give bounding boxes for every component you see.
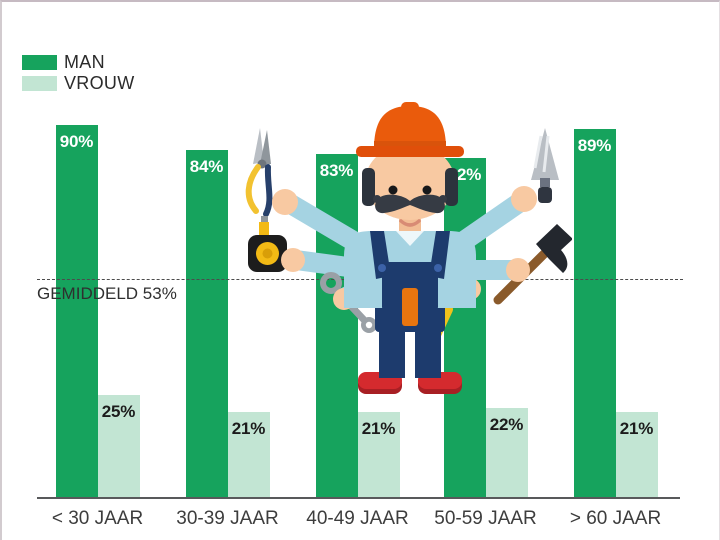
bar-value-label: 21% xyxy=(231,419,266,438)
legend-item-vrouw: VROUW xyxy=(22,73,135,93)
legend-item-man: MAN xyxy=(22,52,135,72)
average-line-label: GEMIDDELD 53% xyxy=(37,284,177,303)
legend: MAN VROUW xyxy=(22,52,135,94)
tape-measure-icon xyxy=(248,216,287,272)
x-axis-label-group3: 40-49 JAAR xyxy=(306,508,409,529)
bar-value-label: 82% xyxy=(447,165,482,184)
handyman-illustration xyxy=(245,102,572,394)
hands xyxy=(272,186,537,310)
bar-vrouw-group5: 21% xyxy=(615,412,658,499)
bar-vrouw-group1: 25% xyxy=(97,395,140,499)
legend-label-vrouw: VROUW xyxy=(64,72,135,93)
hard-hat-icon xyxy=(356,102,464,157)
mustache xyxy=(373,194,447,214)
legend-swatch-man xyxy=(22,54,57,70)
bar-value-label: 21% xyxy=(619,419,654,438)
bar-vrouw-group3: 21% xyxy=(357,412,400,499)
x-axis-label-group4: 50-59 JAAR xyxy=(434,508,537,529)
trowel-icon xyxy=(531,128,559,203)
bar-value-label: 83% xyxy=(319,161,354,180)
bar-value-label: 90% xyxy=(59,132,94,151)
average-dashed-line xyxy=(37,279,683,280)
legend-swatch-vrouw xyxy=(22,75,57,91)
bar-man-group2: 84% xyxy=(185,150,228,499)
bar-value-label: 25% xyxy=(101,402,136,421)
bar-value-label: 89% xyxy=(577,136,612,155)
bar-man-group4: 82% xyxy=(443,158,486,499)
x-axis-label-group1: < 30 JAAR xyxy=(51,508,144,529)
x-axis-label-group2: 30-39 JAAR xyxy=(176,508,279,529)
x-axis-label-group5: > 60 JAAR xyxy=(569,508,662,529)
bar-vrouw-group2: 21% xyxy=(227,412,270,499)
bar-value-label: 84% xyxy=(189,157,224,176)
bar-man-group5: 89% xyxy=(573,129,616,499)
bar-man-group1: 90% xyxy=(55,125,98,499)
bar-value-label: 22% xyxy=(489,415,524,434)
bar-vrouw-group4: 22% xyxy=(485,408,528,499)
hammer-icon xyxy=(493,224,572,305)
x-axis-line xyxy=(37,497,680,499)
legend-label-man: MAN xyxy=(64,51,105,72)
bar-value-label: 21% xyxy=(361,419,396,438)
pliers-icon xyxy=(245,128,273,217)
bar-man-group3: 83% xyxy=(315,154,358,499)
